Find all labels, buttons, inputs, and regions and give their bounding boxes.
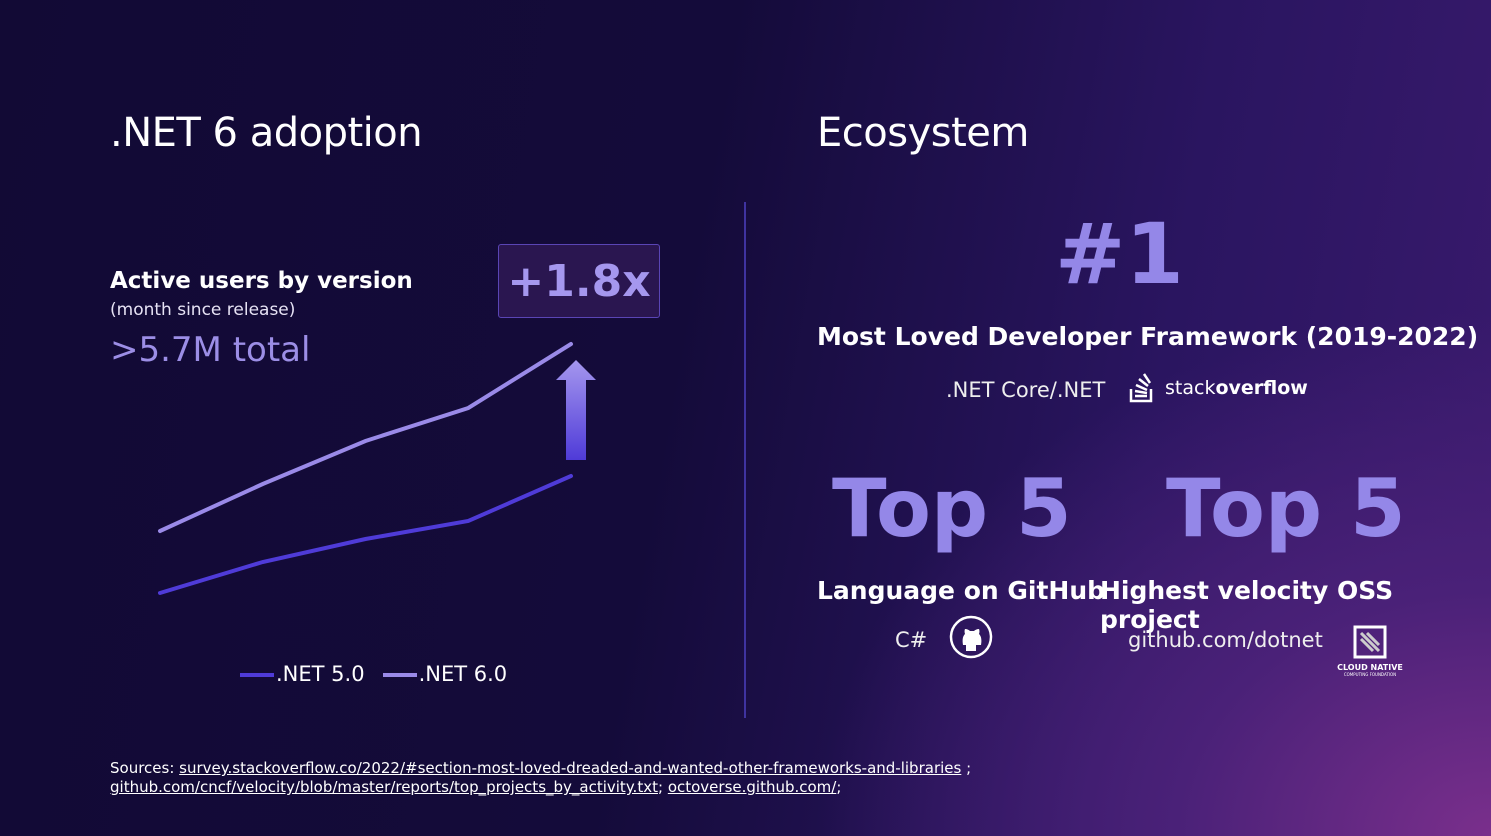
- cncf-icon: [1353, 625, 1387, 659]
- rank-caption: Most Loved Developer Framework (2019-202…: [817, 322, 1479, 351]
- legend-swatch: [382, 673, 417, 677]
- github-icon: [949, 615, 993, 659]
- source-link-cncf[interactable]: github.com/cncf/velocity/blob/master/rep…: [110, 778, 658, 796]
- chart-subtitle: (month since release): [110, 300, 296, 320]
- top5-language: Top 5: [832, 462, 1072, 555]
- ecosystem-title: Ecosystem: [817, 110, 1029, 156]
- total-users: >5.7M total: [110, 330, 311, 370]
- top5-oss: Top 5: [1166, 462, 1406, 555]
- chart-legend: .NET 5.0 .NET 6.0: [240, 662, 507, 686]
- legend-item-net5: .NET 5.0: [240, 662, 365, 686]
- oss-caption: Highest velocity OSS project: [1100, 576, 1394, 634]
- language-caption: Language on GitHub: [817, 576, 1106, 605]
- rank-product: .NET Core/.NET: [946, 378, 1106, 402]
- legend-item-net6: .NET 6.0: [382, 662, 507, 686]
- source-link-stackoverflow[interactable]: survey.stackoverflow.co/2022/#section-mo…: [179, 759, 962, 777]
- series-line-net50: [158, 474, 573, 595]
- source-link-octoverse[interactable]: octoverse.github.com/: [667, 778, 837, 796]
- stackoverflow-logo: stackoverflow: [1129, 373, 1308, 403]
- legend-swatch: [240, 673, 274, 677]
- adoption-chart: [158, 342, 596, 595]
- rank-number: #1: [1055, 205, 1184, 303]
- section-divider: [744, 202, 746, 718]
- growth-badge: +1.8x: [498, 244, 660, 318]
- adoption-title: .NET 6 adoption: [110, 110, 423, 156]
- chart-title: Active users by version: [110, 268, 413, 294]
- cncf-logo: CLOUD NATIVE COMPUTING FOUNDATION: [1330, 625, 1410, 677]
- language-name: C#: [895, 628, 928, 652]
- oss-repo: github.com/dotnet: [1128, 628, 1323, 652]
- growth-arrow-icon: [556, 360, 596, 460]
- stackoverflow-icon: [1129, 373, 1153, 403]
- sources: Sources: survey.stackoverflow.co/2022/#s…: [110, 759, 972, 796]
- series-line-net60: [158, 342, 573, 533]
